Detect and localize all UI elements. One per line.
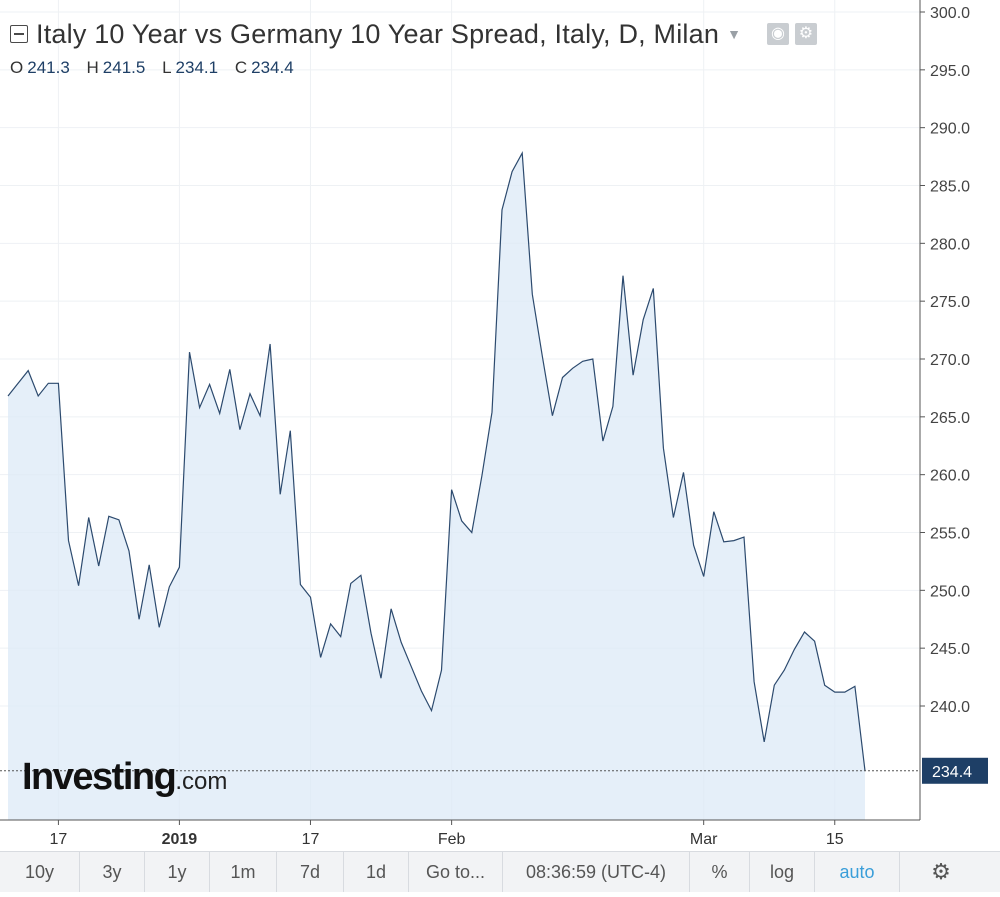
x-axis: 17 2019 17 Feb Mar 15 xyxy=(50,820,844,848)
range-1y-button[interactable]: 1y xyxy=(145,852,210,892)
gear-icon[interactable]: ⚙ xyxy=(794,23,817,45)
legend-title-row: Italy 10 Year vs Germany 10 Year Spread,… xyxy=(10,14,817,54)
y-tick-label: 275.0 xyxy=(930,294,970,311)
y-tick-label: 280.0 xyxy=(930,236,970,253)
goto-button[interactable]: Go to... xyxy=(409,852,503,892)
y-tick-label: 255.0 xyxy=(930,526,970,543)
y-tick-label: 295.0 xyxy=(930,63,970,80)
x-tick-label: 17 xyxy=(50,831,68,848)
range-7d-button[interactable]: 7d xyxy=(277,852,344,892)
investing-logo: Investing.com xyxy=(22,756,227,799)
y-tick-label: 240.0 xyxy=(930,699,970,716)
range-1m-button[interactable]: 1m xyxy=(210,852,277,892)
chart-area[interactable]: 240.0 245.0 250.0 255.0 260.0 265.0 270.0 275.0… xyxy=(0,0,1000,851)
percent-button[interactable]: % xyxy=(690,852,750,892)
ohlc-close-value: 234.4 xyxy=(251,58,294,77)
log-scale-button[interactable]: log xyxy=(750,852,815,892)
x-tick-label: 2019 xyxy=(162,831,198,848)
ohlc-values: O 241.3 H 241.5 L 234.1 C 234.4 xyxy=(10,58,817,78)
logo-suffix-text: .com xyxy=(175,768,228,795)
y-axis: 240.0 245.0 250.0 255.0 260.0 265.0 270.0 275.0… xyxy=(920,5,970,716)
spread-area xyxy=(8,153,865,821)
y-tick-label: 285.0 xyxy=(930,179,970,196)
chart-title: Italy 10 Year vs Germany 10 Year Spread,… xyxy=(36,18,720,49)
ohlc-low-key: L xyxy=(162,58,172,77)
spread-line xyxy=(7,151,866,771)
x-tick-label: 17 xyxy=(302,831,320,848)
last-price-tag-bg xyxy=(922,757,988,784)
visibility-icon[interactable]: ◉ xyxy=(766,23,789,45)
collapse-icon[interactable] xyxy=(10,25,28,43)
settings-gear-icon[interactable]: ⚙ xyxy=(931,859,951,884)
x-tick-label: 15 xyxy=(826,831,844,848)
range-10y-button[interactable]: 10y xyxy=(0,852,80,892)
ohlc-high-value: 241.5 xyxy=(102,58,146,77)
last-price-tag: 234.4 xyxy=(922,757,988,784)
clock-readout[interactable]: 08:36:59 (UTC-4) xyxy=(503,852,690,892)
x-tick-label: Feb xyxy=(438,831,466,848)
logo-main-text: Investing xyxy=(22,756,177,798)
y-tick-label: 245.0 xyxy=(930,641,970,658)
ohlc-open-key: O xyxy=(10,58,24,77)
x-tick-label: Mar xyxy=(690,831,718,848)
ohlc-open-value: 241.3 xyxy=(27,58,70,77)
chart-legend: Italy 10 Year vs Germany 10 Year Spread,… xyxy=(10,14,817,78)
ohlc-close-key: C xyxy=(234,58,248,77)
y-tick-label: 265.0 xyxy=(930,410,970,427)
chevron-down-icon[interactable]: ▼ xyxy=(727,26,741,42)
y-tick-label: 250.0 xyxy=(930,583,970,600)
bottom-toolbar: 10y 3y 1y 1m 7d 1d Go to... 08:36:59 (UT… xyxy=(0,851,1000,892)
y-tick-label: 270.0 xyxy=(930,352,970,369)
ohlc-high-key: H xyxy=(86,58,99,77)
y-tick-label: 260.0 xyxy=(930,468,970,485)
ohlc-low-value: 234.1 xyxy=(175,58,219,77)
auto-scale-button[interactable]: auto xyxy=(815,852,900,892)
y-tick-label: 290.0 xyxy=(930,121,970,138)
y-tick-label: 300.0 xyxy=(930,5,970,22)
range-3y-button[interactable]: 3y xyxy=(80,852,145,892)
last-price-label: 234.4 xyxy=(932,764,972,781)
range-1d-button[interactable]: 1d xyxy=(344,852,409,892)
